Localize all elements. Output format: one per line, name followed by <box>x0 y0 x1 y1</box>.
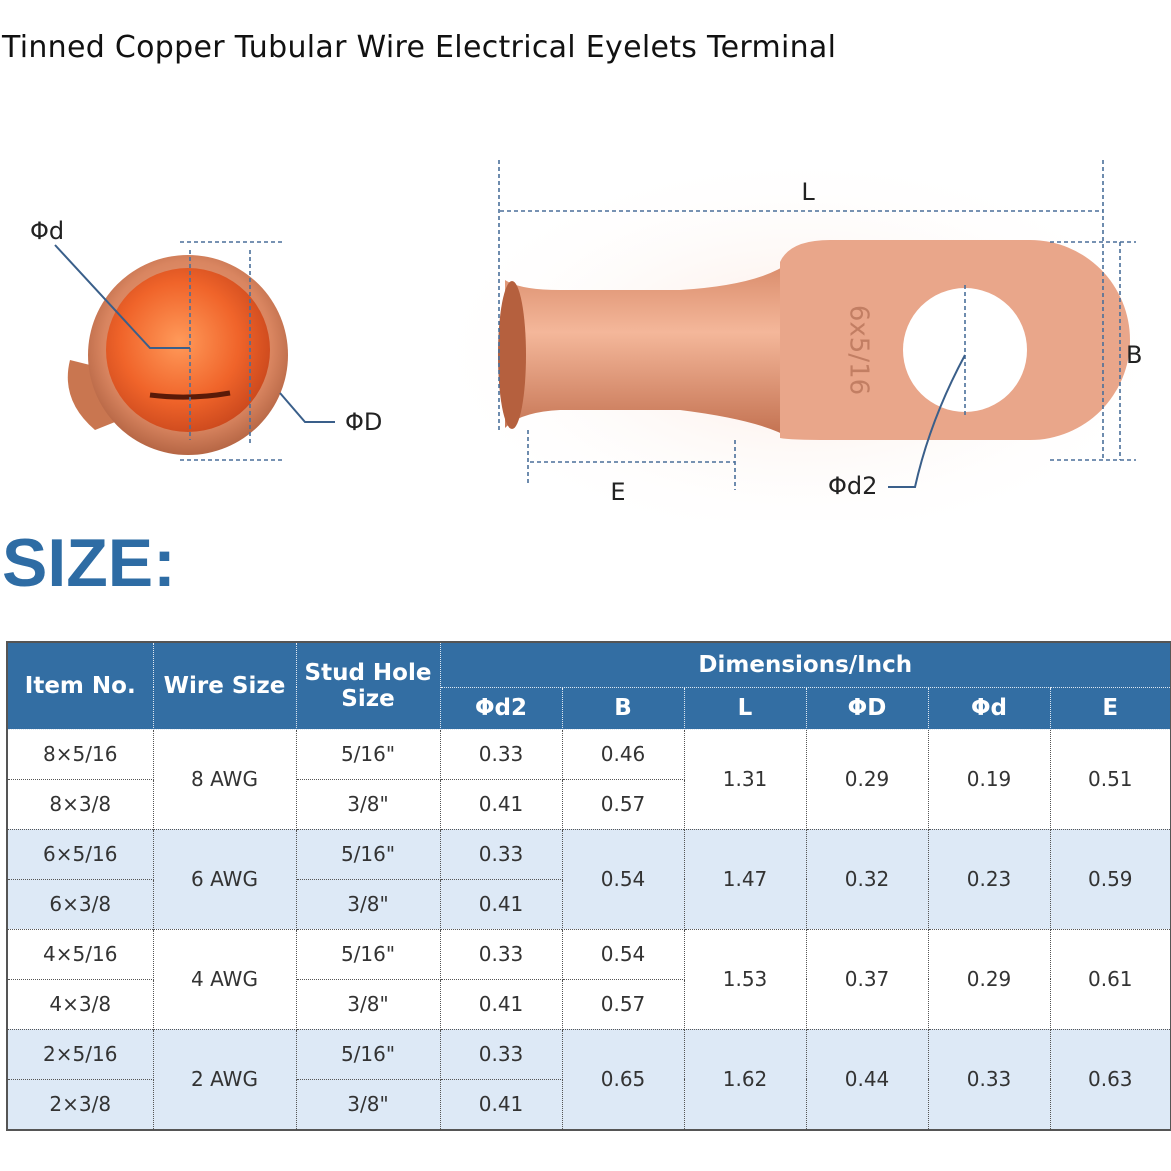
d-cell: 0.19 <box>927 728 1051 830</box>
seam <box>149 390 231 400</box>
l-cell: 1.31 <box>683 728 807 830</box>
d2-cell: 0.41 <box>439 1078 563 1130</box>
title: Tinned Copper Tubular Wire Electrical Ey… <box>2 30 837 65</box>
e-cell: 0.59 <box>1049 828 1171 930</box>
leader <box>888 354 966 488</box>
header-cell: Φd <box>927 686 1051 730</box>
item-cell: 4×3/8 <box>6 978 154 1030</box>
end-inner <box>106 268 270 432</box>
item-cell: 8×3/8 <box>6 778 154 830</box>
label-L: L <box>801 178 815 206</box>
header-cell: Stud Hole Size <box>295 641 441 730</box>
header-cell: L <box>683 686 807 730</box>
header-cell: ΦD <box>805 686 929 730</box>
e-cell: 0.51 <box>1049 728 1171 830</box>
item-cell: 6×5/16 <box>6 828 154 880</box>
d2-cell: 0.33 <box>439 1028 563 1080</box>
header-row: Item No. Wire Size Stud Hole Size Dimension… <box>6 641 1171 730</box>
table-row: 2×5/16 2 AWG 5/16" 0.33 0.65 1.62 0.44 0.33 0.63 <box>6 1028 1171 1130</box>
stud-cell: 5/16" <box>295 1028 441 1080</box>
wire-cell: 2 AWG <box>152 1028 297 1130</box>
d-cell: 0.37 <box>805 928 929 1030</box>
barrel-mouth <box>498 281 526 429</box>
stud-cell: 5/16" <box>295 928 441 980</box>
stud-cell: 3/8" <box>295 978 441 1030</box>
b-cell: 0.54 <box>561 828 685 930</box>
stud-cell: 3/8" <box>295 778 441 830</box>
e-cell: 0.63 <box>1049 1028 1171 1130</box>
label-d2: Φd2 <box>828 472 877 500</box>
dim-lines <box>498 160 1136 490</box>
stamp: 6x5/16 <box>844 305 874 395</box>
d-cell: 0.29 <box>927 928 1051 1030</box>
leaders <box>54 244 335 423</box>
header-cell: B <box>561 686 685 730</box>
table-row: 8×5/16 8 AWG 5/16" 0.33 0.46 1.31 0.29 0.19 0.51 <box>6 728 1171 830</box>
table-row: 6×3/8 3/8" 0.41 <box>6 878 1171 930</box>
wire-cell: 4 AWG <box>152 928 297 1030</box>
label-E: E <box>610 478 625 506</box>
wire-cell: 8 AWG <box>152 728 297 830</box>
header-cell: E <box>1049 686 1171 730</box>
header-cell: Dimensions/Inch <box>439 641 1171 688</box>
size-heading: SIZE: <box>2 525 176 601</box>
item-cell: 4×5/16 <box>6 928 154 980</box>
b-cell: 0.46 <box>561 728 685 780</box>
table-row: 6×5/16 6 AWG 5/16" 0.33 0.54 1.47 0.32 0.23 0.59 <box>6 828 1171 930</box>
d2-cell: 0.41 <box>439 778 563 830</box>
item-cell: 2×5/16 <box>6 1028 154 1080</box>
label-d: Φd <box>30 217 64 245</box>
d2-cell: 0.33 <box>439 728 563 780</box>
b-cell: 0.65 <box>561 1028 685 1130</box>
d-cell: 0.23 <box>927 828 1051 930</box>
item-cell: 2×3/8 <box>6 1078 154 1130</box>
d2-cell: 0.33 <box>439 828 563 880</box>
b-cell: 0.57 <box>561 978 685 1030</box>
table-row: 4×3/8 3/8" 0.41 0.57 <box>6 978 1171 1030</box>
stud-cell: 5/16" <box>295 728 441 780</box>
b-cell: 0.54 <box>561 928 685 980</box>
table-row: 2×3/8 3/8" 0.41 <box>6 1078 1171 1130</box>
label-B: B <box>1126 341 1142 369</box>
d-cell: 0.32 <box>805 828 929 930</box>
b-cell: 0.57 <box>561 778 685 830</box>
header-cell: Wire Size <box>152 641 297 730</box>
dim-lines <box>180 241 285 461</box>
header-cell: Item No. <box>6 641 154 730</box>
diagram: Φd ΦD 6x5/16 L B E Φd2 <box>30 150 1171 520</box>
label-D: ΦD <box>345 408 382 436</box>
d-cell: 0.44 <box>805 1028 929 1130</box>
d-cell: 0.33 <box>927 1028 1051 1130</box>
table-row: 4×5/16 4 AWG 5/16" 0.33 0.54 1.53 0.37 0.29 0.61 <box>6 928 1171 1030</box>
header-row: Φd2 B L ΦD Φd E <box>7 686 1171 730</box>
item-cell: 6×3/8 <box>6 878 154 930</box>
stud-cell: 5/16" <box>295 828 441 880</box>
l-cell: 1.47 <box>683 828 807 930</box>
stud-cell: 3/8" <box>295 1078 441 1130</box>
l-cell: 1.53 <box>683 928 807 1030</box>
wire-cell: 6 AWG <box>152 828 297 930</box>
d-cell: 0.29 <box>805 728 929 830</box>
stud-cell: 3/8" <box>295 878 441 930</box>
header-cell: Φd2 <box>439 686 563 730</box>
d2-cell: 0.41 <box>439 878 563 930</box>
table-row: 8×3/8 3/8" 0.41 0.57 <box>6 778 1171 830</box>
item-cell: 8×5/16 <box>6 728 154 780</box>
d2-cell: 0.41 <box>439 978 563 1030</box>
barrel <box>505 262 790 438</box>
d2-cell: 0.33 <box>439 928 563 980</box>
e-cell: 0.61 <box>1049 928 1171 1030</box>
l-cell: 1.62 <box>683 1028 807 1130</box>
size-table: Item No. Wire Size Stud Hole Size Dimension… <box>6 641 1171 1131</box>
